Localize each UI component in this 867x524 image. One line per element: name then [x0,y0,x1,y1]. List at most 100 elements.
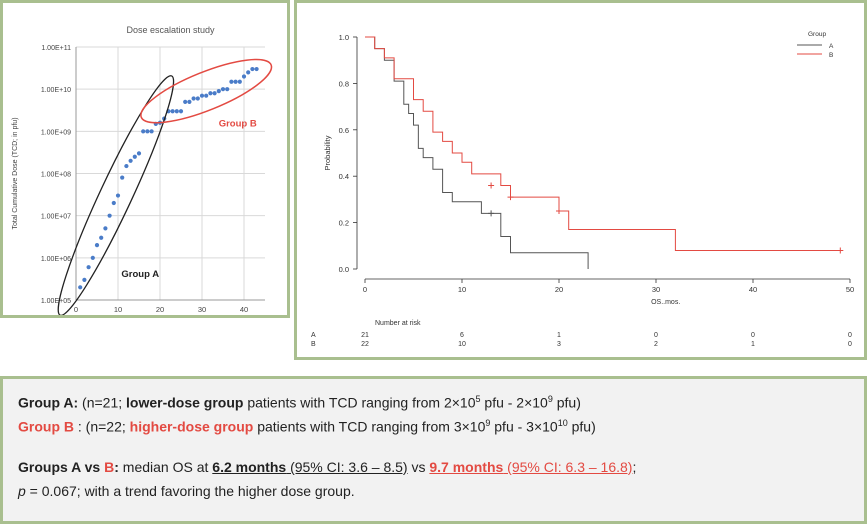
data-point [204,93,209,98]
censor-mark-b [488,182,495,189]
summary-line-group-b: Group B : (n=22; higher-dose group patie… [18,418,596,435]
x-tick-label: 20 [555,285,563,294]
risk-value: 0 [751,332,755,339]
data-point [254,66,259,72]
y-tick-label: 1.00E+05 [41,298,71,305]
x-tick-label: 0 [74,305,78,314]
x-tick-label: 0 [363,285,367,294]
summary-panel: Group A: (n=21; lower-dose group patient… [0,376,867,524]
y-tick-label: 1.00E+11 [41,45,71,52]
y-tick-label: 1.00E+09 [41,129,71,136]
text: ; [632,459,637,475]
legend-label-a: A [829,43,834,50]
y-tick-label: 0.2 [339,219,349,228]
dose-scatter-chart: Dose escalation study 1.00E+05 1.00E+06 1.0… [12,25,273,315]
y-tick-label: 0.6 [339,126,349,135]
data-point [145,129,150,134]
group-b-label: Group B [18,418,74,435]
x-tick-label: 30 [198,305,206,314]
text: (n=21; [78,394,127,411]
x-tick-label: 30 [652,285,660,294]
data-point [94,243,100,248]
p-value-text: = 0.067; with a trend favoring the highe… [25,483,355,499]
data-point [199,93,205,98]
data-point [216,88,221,94]
ci-b: (95% CI: 6.3 – 16.8) [503,459,633,475]
data-point [195,96,200,101]
exponent: 9 [547,394,553,404]
summary-line-comparison: Groups A vs B: median OS at 6.2 months (… [18,459,636,475]
data-point [103,226,108,231]
y-tick-label: 0.4 [339,172,349,181]
summary-line-pvalue: p = 0.067; with a trend favoring the hig… [18,483,355,499]
y-axis-label: Probability [323,135,332,170]
y-tick-label: 0.8 [339,79,349,88]
data-point [107,213,112,218]
risk-value: 21 [361,332,369,339]
risk-value: 3 [557,341,561,348]
exponent: 9 [485,418,491,428]
higher-dose-label: higher-dose group [129,418,254,435]
risk-row-label: A [311,332,316,339]
data-point [120,175,125,180]
data-point [99,235,104,240]
summary-line-group-a: Group A: (n=21; lower-dose group patient… [18,394,581,411]
risk-value: 0 [848,341,852,348]
dose-scatter-panel: Dose escalation study 1.00E+05 1.00E+06 1.0… [0,0,290,318]
x-axis-label: OS..mos. [651,299,680,306]
y-tick-label: 1.0 [339,33,349,42]
median-os-b: 9.7 months [429,459,504,475]
risk-value: 22 [361,341,369,348]
x-tick-label: 40 [749,285,757,294]
data-point [86,265,91,270]
data-point [136,151,142,156]
data-point [90,255,95,260]
data-point [246,70,251,75]
risk-value: 2 [654,341,658,348]
exponent: 10 [557,418,568,428]
risk-value: 0 [848,332,852,339]
y-tick-label: 1.00E+08 [41,172,71,179]
risk-table-title: Number at risk [375,320,421,327]
group-a-ellipse [57,75,175,315]
comparison-label: Groups A vs [18,459,105,475]
y-tick-label: 1.00E+06 [41,256,71,263]
data-point [229,79,234,84]
x-tick-label: 10 [114,305,122,314]
data-point [132,154,137,159]
censor-mark-b [507,194,514,201]
data-point [141,129,146,134]
data-point [220,87,226,92]
group-b-ellipse [140,58,273,124]
survival-panel: 0.0 0.2 0.4 0.6 0.8 1.0 Probability 0 10 20 30 40 50… [294,0,867,360]
risk-row-label: B [311,341,316,348]
data-point [225,87,230,92]
data-point [237,79,242,84]
censor-mark-b [837,247,844,254]
data-point [191,96,196,101]
chart-title: Dose escalation study [126,25,215,35]
text: patients with TCD ranging from 2×10 [243,394,476,411]
legend-title: Group [808,31,826,38]
legend-label-b: B [829,52,833,59]
text: pfu) [552,394,581,411]
text: : (n=22; [74,418,130,435]
data-point [208,91,213,96]
text: pfu) [567,418,596,435]
x-tick-label: 20 [156,305,164,314]
data-point [124,163,129,169]
y-tick-label: 1.00E+07 [41,214,71,221]
data-point [183,99,188,104]
risk-value: 6 [460,332,464,339]
km-curve-a [365,36,589,269]
x-tick-label: 10 [458,285,466,294]
risk-value: 0 [654,332,658,339]
data-point [212,91,217,96]
data-point [174,109,179,114]
km-curve-b [365,36,841,251]
y-axis-label: Total Cumulative Dose (TCD; in pfu) [12,117,19,229]
data-point [111,200,116,206]
data-point [115,193,121,198]
data-point [241,74,247,79]
risk-value: 1 [557,332,561,339]
